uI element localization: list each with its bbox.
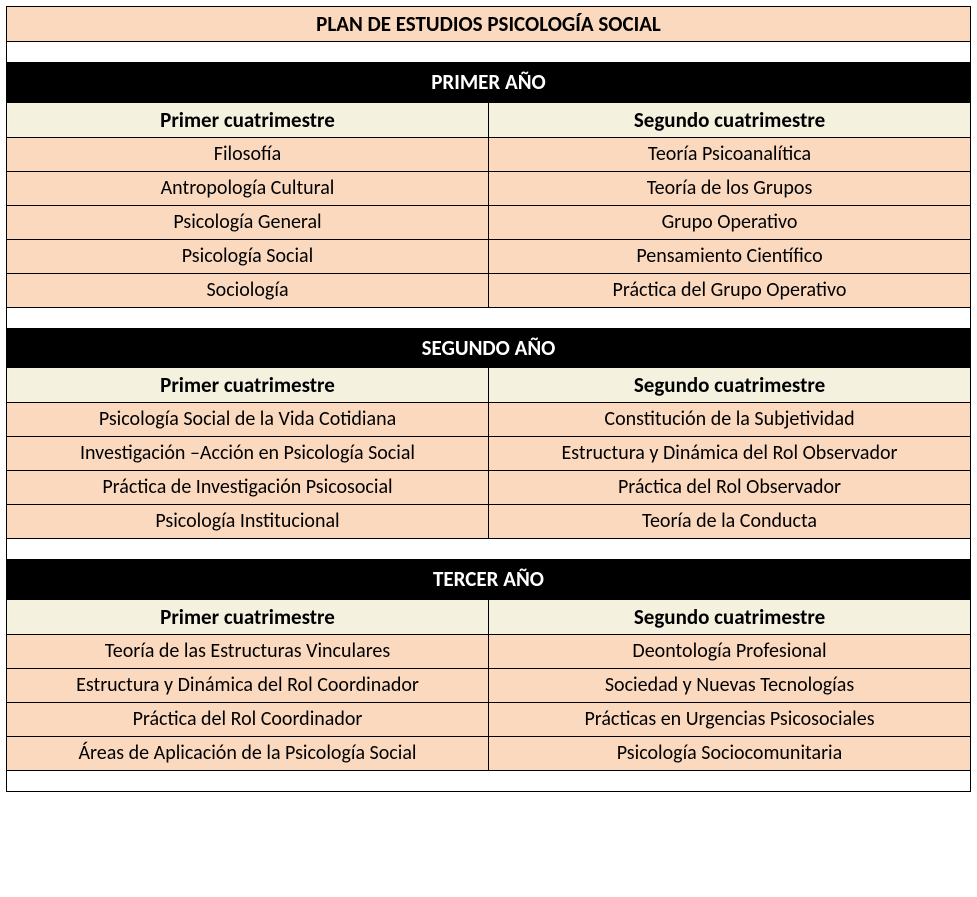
- course-cell: Investigación –Acción en Psicología Soci…: [7, 437, 489, 471]
- course-cell: Teoría de la Conducta: [489, 505, 971, 539]
- course-cell: Práctica del Rol Observador: [489, 471, 971, 505]
- course-cell: Estructura y Dinámica del Rol Coordinado…: [7, 668, 489, 702]
- curriculum-table-wrap: PLAN DE ESTUDIOS PSICOLOGÍA SOCIAL PRIMER…: [0, 0, 977, 798]
- course-cell: Psicología Institucional: [7, 505, 489, 539]
- course-cell: Constitución de la Subjetividad: [489, 403, 971, 437]
- year-header: PRIMER AÑO: [7, 63, 971, 102]
- spacer: [7, 42, 971, 63]
- year-header: TERCER AÑO: [7, 560, 971, 599]
- spacer: [7, 770, 971, 791]
- col-header-second-semester: Segundo cuatrimestre: [489, 599, 971, 634]
- spacer: [7, 539, 971, 560]
- course-cell: Psicología Sociocomunitaria: [489, 736, 971, 770]
- course-cell: Teoría Psicoanalítica: [489, 137, 971, 171]
- year-header: SEGUNDO AÑO: [7, 328, 971, 367]
- course-cell: Teoría de las Estructuras Vinculares: [7, 634, 489, 668]
- spacer: [7, 307, 971, 328]
- col-header-first-semester: Primer cuatrimestre: [7, 102, 489, 137]
- course-cell: Sociedad y Nuevas Tecnologías: [489, 668, 971, 702]
- course-cell: Práctica del Grupo Operativo: [489, 273, 971, 307]
- col-header-second-semester: Segundo cuatrimestre: [489, 368, 971, 403]
- course-cell: Teoría de los Grupos: [489, 171, 971, 205]
- course-cell: Práctica del Rol Coordinador: [7, 702, 489, 736]
- course-cell: Grupo Operativo: [489, 205, 971, 239]
- course-cell: Filosofía: [7, 137, 489, 171]
- course-cell: Sociología: [7, 273, 489, 307]
- course-cell: Deontología Profesional: [489, 634, 971, 668]
- course-cell: Pensamiento Científico: [489, 239, 971, 273]
- col-header-first-semester: Primer cuatrimestre: [7, 368, 489, 403]
- course-cell: Práctica de Investigación Psicosocial: [7, 471, 489, 505]
- plan-title: PLAN DE ESTUDIOS PSICOLOGÍA SOCIAL: [7, 7, 971, 42]
- course-cell: Áreas de Aplicación de la Psicología Soc…: [7, 736, 489, 770]
- course-cell: Psicología General: [7, 205, 489, 239]
- curriculum-table: PLAN DE ESTUDIOS PSICOLOGÍA SOCIAL PRIMER…: [6, 6, 971, 792]
- course-cell: Psicología Social de la Vida Cotidiana: [7, 403, 489, 437]
- course-cell: Estructura y Dinámica del Rol Observador: [489, 437, 971, 471]
- col-header-second-semester: Segundo cuatrimestre: [489, 102, 971, 137]
- course-cell: Psicología Social: [7, 239, 489, 273]
- course-cell: Prácticas en Urgencias Psicosociales: [489, 702, 971, 736]
- col-header-first-semester: Primer cuatrimestre: [7, 599, 489, 634]
- course-cell: Antropología Cultural: [7, 171, 489, 205]
